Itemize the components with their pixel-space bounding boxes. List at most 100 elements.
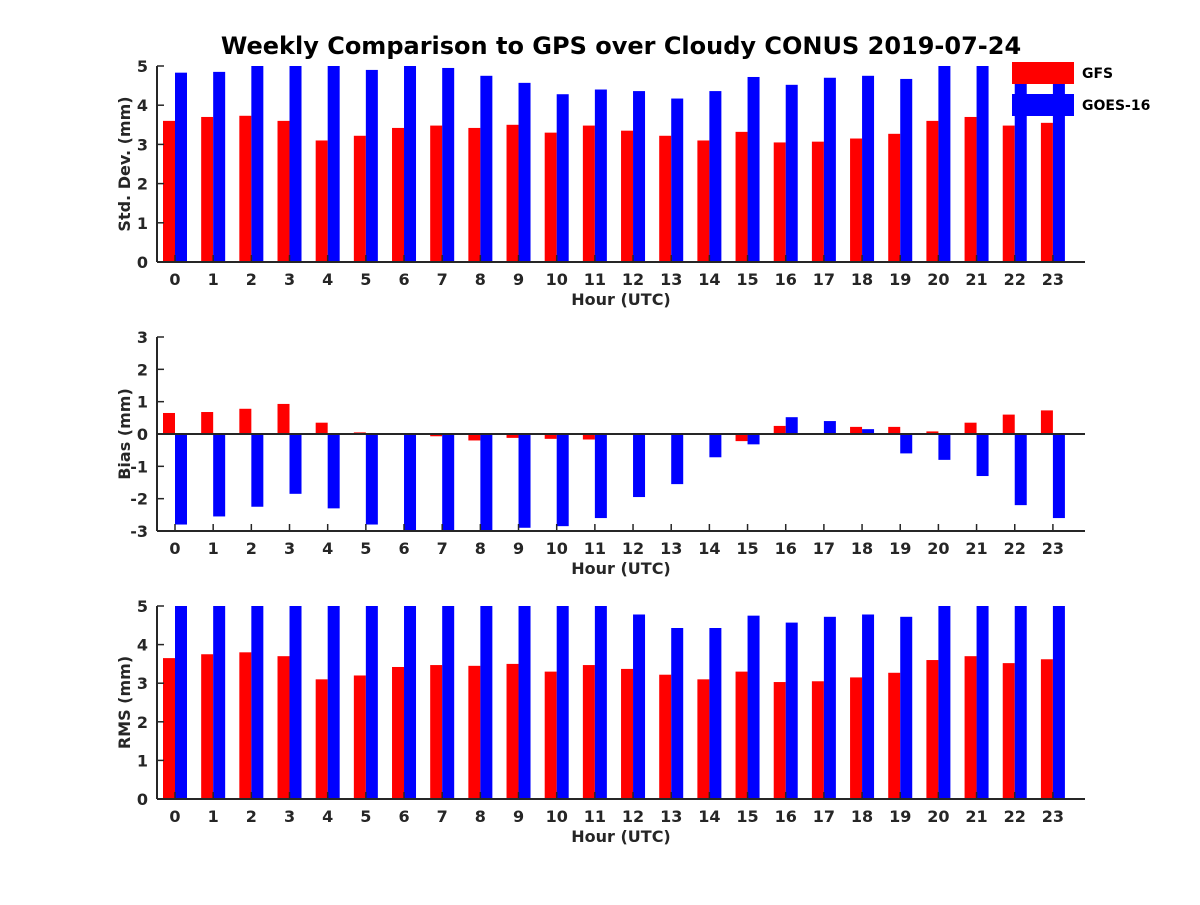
bar-goes-16-hour-17 <box>823 77 836 262</box>
y-tick-label: 4 <box>137 96 148 115</box>
bar-gfs-hour-4 <box>315 140 328 262</box>
bar-goes-16-hour-9 <box>518 606 531 799</box>
bar-gfs-hour-0 <box>163 658 175 799</box>
y-tick-label: 2 <box>137 175 148 194</box>
bar-gfs-hour-7 <box>430 434 443 437</box>
bar-gfs-hour-23 <box>1040 659 1053 799</box>
x-tick-label: 19 <box>889 539 911 558</box>
x-tick-label: 16 <box>775 270 797 289</box>
bar-gfs-hour-4 <box>315 422 328 434</box>
bar-goes-16-hour-16 <box>785 417 798 434</box>
bar-goes-16-hour-3 <box>289 606 302 799</box>
bar-goes-16-hour-15 <box>747 615 760 799</box>
x-tick-label: 14 <box>698 807 720 826</box>
bar-goes-16-hour-20 <box>938 434 951 460</box>
bar-gfs-hour-13 <box>659 674 672 799</box>
bar-goes-16-hour-11 <box>594 606 607 799</box>
y-tick-label: 1 <box>137 393 148 412</box>
bar-gfs-hour-7 <box>430 665 443 799</box>
bar-goes-16-hour-12 <box>633 434 646 498</box>
x-axis-label: Hour (UTC) <box>571 290 671 309</box>
x-tick-label: 23 <box>1042 270 1064 289</box>
y-tick-label: 5 <box>137 597 148 616</box>
bar-gfs-hour-2 <box>239 115 252 262</box>
x-tick-label: 16 <box>775 539 797 558</box>
x-tick-label: 0 <box>169 807 180 826</box>
y-tick-label: 1 <box>137 214 148 233</box>
bar-goes-16-hour-7 <box>442 434 455 531</box>
x-tick-label: 20 <box>927 807 949 826</box>
x-tick-label: 0 <box>169 539 180 558</box>
x-tick-label: 9 <box>513 270 524 289</box>
x-tick-label: 3 <box>284 807 295 826</box>
bar-gfs-hour-2 <box>239 652 252 799</box>
bar-gfs-hour-16 <box>773 142 786 262</box>
bar-goes-16-hour-23 <box>1052 81 1065 262</box>
legend-swatch-goes-16 <box>1012 94 1074 116</box>
y-tick-label: 1 <box>137 751 148 770</box>
bar-gfs-hour-19 <box>888 133 901 262</box>
bar-gfs-hour-16 <box>773 425 786 434</box>
x-tick-label: 7 <box>437 539 448 558</box>
bar-gfs-hour-17 <box>811 141 824 262</box>
chart-legend: GFS GOES-16 <box>1012 62 1150 116</box>
bar-goes-16-hour-9 <box>518 434 531 528</box>
x-tick-label: 14 <box>698 270 720 289</box>
bar-gfs-hour-4 <box>315 679 328 799</box>
x-tick-label: 15 <box>736 807 758 826</box>
bar-goes-16-hour-14 <box>709 91 722 262</box>
bar-gfs-hour-20 <box>926 660 939 799</box>
x-tick-label: 5 <box>360 807 371 826</box>
x-tick-label: 2 <box>246 539 257 558</box>
bar-gfs-hour-20 <box>926 431 939 434</box>
chart-title: Weekly Comparison to GPS over Cloudy CON… <box>221 32 1021 60</box>
x-tick-label: 7 <box>437 807 448 826</box>
x-tick-label: 10 <box>546 807 568 826</box>
bar-goes-16-hour-6 <box>404 434 417 531</box>
bar-gfs-hour-22 <box>1002 125 1015 262</box>
bar-gfs-hour-6 <box>392 127 405 262</box>
y-tick-label: 3 <box>137 135 148 154</box>
x-tick-label: 15 <box>736 539 758 558</box>
bar-goes-16-hour-6 <box>404 606 417 799</box>
y-axis-label: RMS (mm) <box>115 656 134 749</box>
bars-group <box>163 66 1065 262</box>
bar-gfs-hour-13 <box>659 135 672 262</box>
bar-goes-16-hour-13 <box>671 628 684 799</box>
y-tick-label: 2 <box>137 360 148 379</box>
bar-goes-16-hour-7 <box>442 67 455 262</box>
bar-gfs-hour-23 <box>1040 410 1053 434</box>
y-tick-label: 3 <box>137 328 148 347</box>
bar-goes-16-hour-3 <box>289 66 302 262</box>
bar-goes-16-hour-9 <box>518 82 531 262</box>
bar-gfs-hour-0 <box>163 120 175 262</box>
bar-goes-16-hour-4 <box>327 434 340 509</box>
bar-gfs-hour-15 <box>735 434 748 442</box>
bar-gfs-hour-21 <box>964 656 977 799</box>
bar-goes-16-hour-2 <box>251 66 264 262</box>
bar-goes-16-hour-15 <box>747 434 760 445</box>
x-tick-label: 21 <box>965 270 987 289</box>
bar-goes-16-hour-22 <box>1014 73 1027 262</box>
bar-gfs-hour-23 <box>1040 122 1053 262</box>
bar-gfs-hour-3 <box>277 656 290 799</box>
bar-goes-16-hour-21 <box>976 606 989 799</box>
bar-goes-16-hour-15 <box>747 76 760 262</box>
x-tick-label: 16 <box>775 807 797 826</box>
x-tick-label: 11 <box>584 270 606 289</box>
bar-goes-16-hour-4 <box>327 66 340 262</box>
bar-gfs-hour-10 <box>544 671 557 799</box>
bar-goes-16-hour-19 <box>900 78 913 262</box>
x-tick-label: 3 <box>284 270 295 289</box>
bar-goes-16-hour-20 <box>938 66 951 262</box>
x-tick-label: 13 <box>660 539 682 558</box>
y-axis-label: Std. Dev. (mm) <box>115 96 134 231</box>
y-tick-label: -1 <box>130 457 148 476</box>
x-tick-label: 6 <box>398 539 409 558</box>
bar-goes-16-hour-6 <box>404 66 417 262</box>
bars-group <box>163 606 1065 799</box>
bar-goes-16-hour-13 <box>671 98 684 262</box>
